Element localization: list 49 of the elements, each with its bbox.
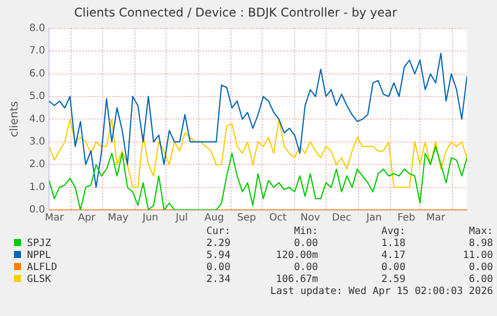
text: 2.29 xyxy=(205,238,232,250)
text: 0.00 xyxy=(380,262,406,274)
text: 0.00 xyxy=(292,262,320,274)
text: 2.59 xyxy=(380,274,406,286)
text: Cur: xyxy=(205,226,232,238)
y-tick-label: 0.0 xyxy=(29,204,46,216)
text: 11.00 xyxy=(462,250,494,262)
y-tick-label: 6.0 xyxy=(29,68,46,80)
y-tick-label: 8.0 xyxy=(29,22,46,34)
text: 8.98 xyxy=(468,238,494,250)
y-tick-label: 5.0 xyxy=(29,91,46,102)
y-tick-label: 1.0 xyxy=(29,182,46,193)
text: 4.17 xyxy=(380,250,406,262)
y-tick-label: 2.0 xyxy=(29,159,46,170)
x-tick-label: Aug xyxy=(204,212,224,224)
x-tick-label: Sep xyxy=(237,212,256,224)
y-tick-label: 3.0 xyxy=(29,136,46,148)
text: 0.00 xyxy=(468,262,494,274)
text: Last update: Wed Apr 15 02:00:03 2026 xyxy=(269,286,494,298)
legend-label: SPJZ xyxy=(26,238,52,250)
legend-label: GLSK xyxy=(26,274,52,286)
x-tick-label: Oct xyxy=(269,212,287,224)
text: 0.00 xyxy=(292,238,320,250)
x-tick-label: Jan xyxy=(365,212,382,224)
text: Min: xyxy=(292,226,320,238)
x-tick-label: May xyxy=(108,212,128,224)
x-tick-label: Jul xyxy=(174,212,188,224)
legend-label: NPPL xyxy=(26,250,52,262)
x-tick-label: Mar xyxy=(44,212,65,224)
text: 120.00m xyxy=(274,250,320,262)
text: Max: xyxy=(468,226,494,238)
x-tick-label: Jun xyxy=(142,212,158,224)
text: 106.67m xyxy=(274,274,320,286)
y-tick-label: 7.0 xyxy=(29,46,46,57)
x-tick-label: Dec xyxy=(332,212,352,224)
x-tick-label: Apr xyxy=(78,212,96,224)
x-tick-label: Nov xyxy=(300,212,320,224)
text: 1.18 xyxy=(380,238,406,250)
text: 2.34 xyxy=(205,274,232,286)
chart-title: Clients Connected / Device : BDJK Controller - by year xyxy=(74,5,397,20)
text: Avg: xyxy=(380,226,406,238)
legend-label: ALFLD xyxy=(26,262,58,274)
text: 5.94 xyxy=(205,250,232,262)
text: 6.00 xyxy=(468,274,494,286)
y-tick-label: 4.0 xyxy=(29,114,46,125)
x-tick-label: Mar xyxy=(426,212,446,224)
x-tick-label: Feb xyxy=(398,212,416,224)
y-axis-title: clients xyxy=(7,100,20,138)
text: 0.00 xyxy=(205,262,232,274)
